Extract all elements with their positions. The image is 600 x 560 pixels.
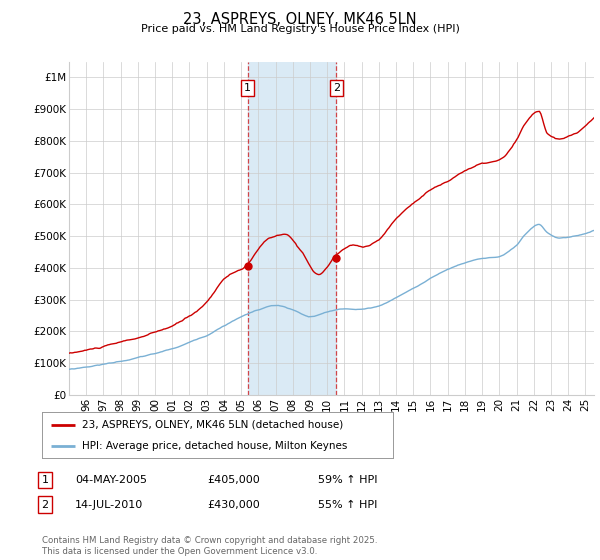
Text: 23, ASPREYS, OLNEY, MK46 5LN: 23, ASPREYS, OLNEY, MK46 5LN <box>183 12 417 27</box>
Text: Price paid vs. HM Land Registry's House Price Index (HPI): Price paid vs. HM Land Registry's House … <box>140 24 460 34</box>
Text: 2: 2 <box>333 83 340 94</box>
Text: HPI: Average price, detached house, Milton Keynes: HPI: Average price, detached house, Milt… <box>82 441 348 451</box>
Text: 23, ASPREYS, OLNEY, MK46 5LN (detached house): 23, ASPREYS, OLNEY, MK46 5LN (detached h… <box>82 419 344 430</box>
Text: 59% ↑ HPI: 59% ↑ HPI <box>318 475 377 485</box>
Bar <box>248 62 337 395</box>
Text: 14-JUL-2010: 14-JUL-2010 <box>75 500 143 510</box>
Text: 2: 2 <box>41 500 49 510</box>
Text: £405,000: £405,000 <box>207 475 260 485</box>
Text: 1: 1 <box>41 475 49 485</box>
Text: £430,000: £430,000 <box>207 500 260 510</box>
Text: 1: 1 <box>244 83 251 94</box>
Text: Contains HM Land Registry data © Crown copyright and database right 2025.
This d: Contains HM Land Registry data © Crown c… <box>42 536 377 556</box>
Text: 04-MAY-2005: 04-MAY-2005 <box>75 475 147 485</box>
Text: 55% ↑ HPI: 55% ↑ HPI <box>318 500 377 510</box>
